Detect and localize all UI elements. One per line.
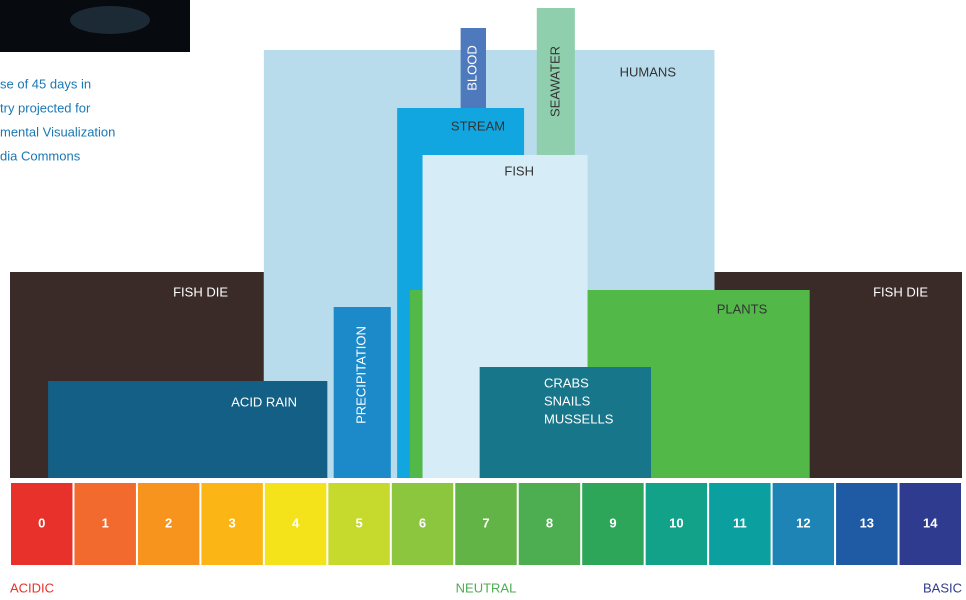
scale-end-label: BASIC xyxy=(923,580,962,595)
range-label: FISH DIE xyxy=(173,284,228,299)
scale-cell xyxy=(899,483,961,565)
range-label: FISH xyxy=(504,163,534,178)
range-bar xyxy=(536,8,575,155)
scale-cell xyxy=(518,483,581,565)
range-label: SEAWATER xyxy=(547,46,562,117)
scale-cell xyxy=(11,483,73,565)
scale-cell xyxy=(264,483,327,565)
scale-label: 1 xyxy=(102,515,109,530)
scale-end-label: ACIDIC xyxy=(10,580,54,595)
range-label: BLOOD xyxy=(465,45,480,91)
scale-label: 6 xyxy=(419,515,426,530)
caption-line: try projected for xyxy=(0,100,91,115)
scale-label: 14 xyxy=(923,515,938,530)
scale-label: 10 xyxy=(669,515,683,530)
range-bar xyxy=(48,381,328,478)
scale-cell xyxy=(137,483,200,565)
scale-label: 13 xyxy=(860,515,874,530)
caption-line: se of 45 days in xyxy=(0,76,91,91)
scale-cell xyxy=(836,483,898,565)
scale-label: 12 xyxy=(796,515,810,530)
range-label: HUMANS xyxy=(620,64,677,79)
caption-line: dia Commons xyxy=(0,148,81,163)
scale-label: 8 xyxy=(546,515,553,530)
range-label: MUSSELLS xyxy=(544,411,614,426)
range-label: PRECIPITATION xyxy=(354,326,369,424)
scale-label: 0 xyxy=(38,515,45,530)
photo-detail xyxy=(70,6,150,34)
scale-label: 7 xyxy=(482,515,489,530)
range-bar xyxy=(333,307,391,478)
scale-label: 4 xyxy=(292,515,300,530)
scale-cell xyxy=(645,483,708,565)
scale-cell xyxy=(455,483,517,565)
scale-label: 11 xyxy=(733,515,747,530)
range-label: ACID RAIN xyxy=(231,394,297,409)
caption-line: mental Visualization xyxy=(0,124,115,139)
scale-label: 9 xyxy=(609,515,616,530)
range-label: FISH DIE xyxy=(873,284,928,299)
scale-cell xyxy=(328,483,390,565)
range-label: SNAILS xyxy=(544,393,591,408)
scale-cell xyxy=(391,483,454,565)
range-label: PLANTS xyxy=(717,301,768,316)
range-bar xyxy=(460,28,486,108)
range-label: STREAM xyxy=(451,118,505,133)
range-bar xyxy=(479,367,652,478)
scale-cell xyxy=(201,483,263,565)
scale-cell xyxy=(772,483,835,565)
scale-end-label: NEUTRAL xyxy=(456,580,517,595)
scale-cell xyxy=(74,483,136,565)
scale-cell xyxy=(709,483,771,565)
scale-label: 5 xyxy=(355,515,362,530)
scale-label: 3 xyxy=(229,515,236,530)
range-label: CRABS xyxy=(544,375,589,390)
scale-label: 2 xyxy=(165,515,172,530)
scale-cell xyxy=(582,483,644,565)
